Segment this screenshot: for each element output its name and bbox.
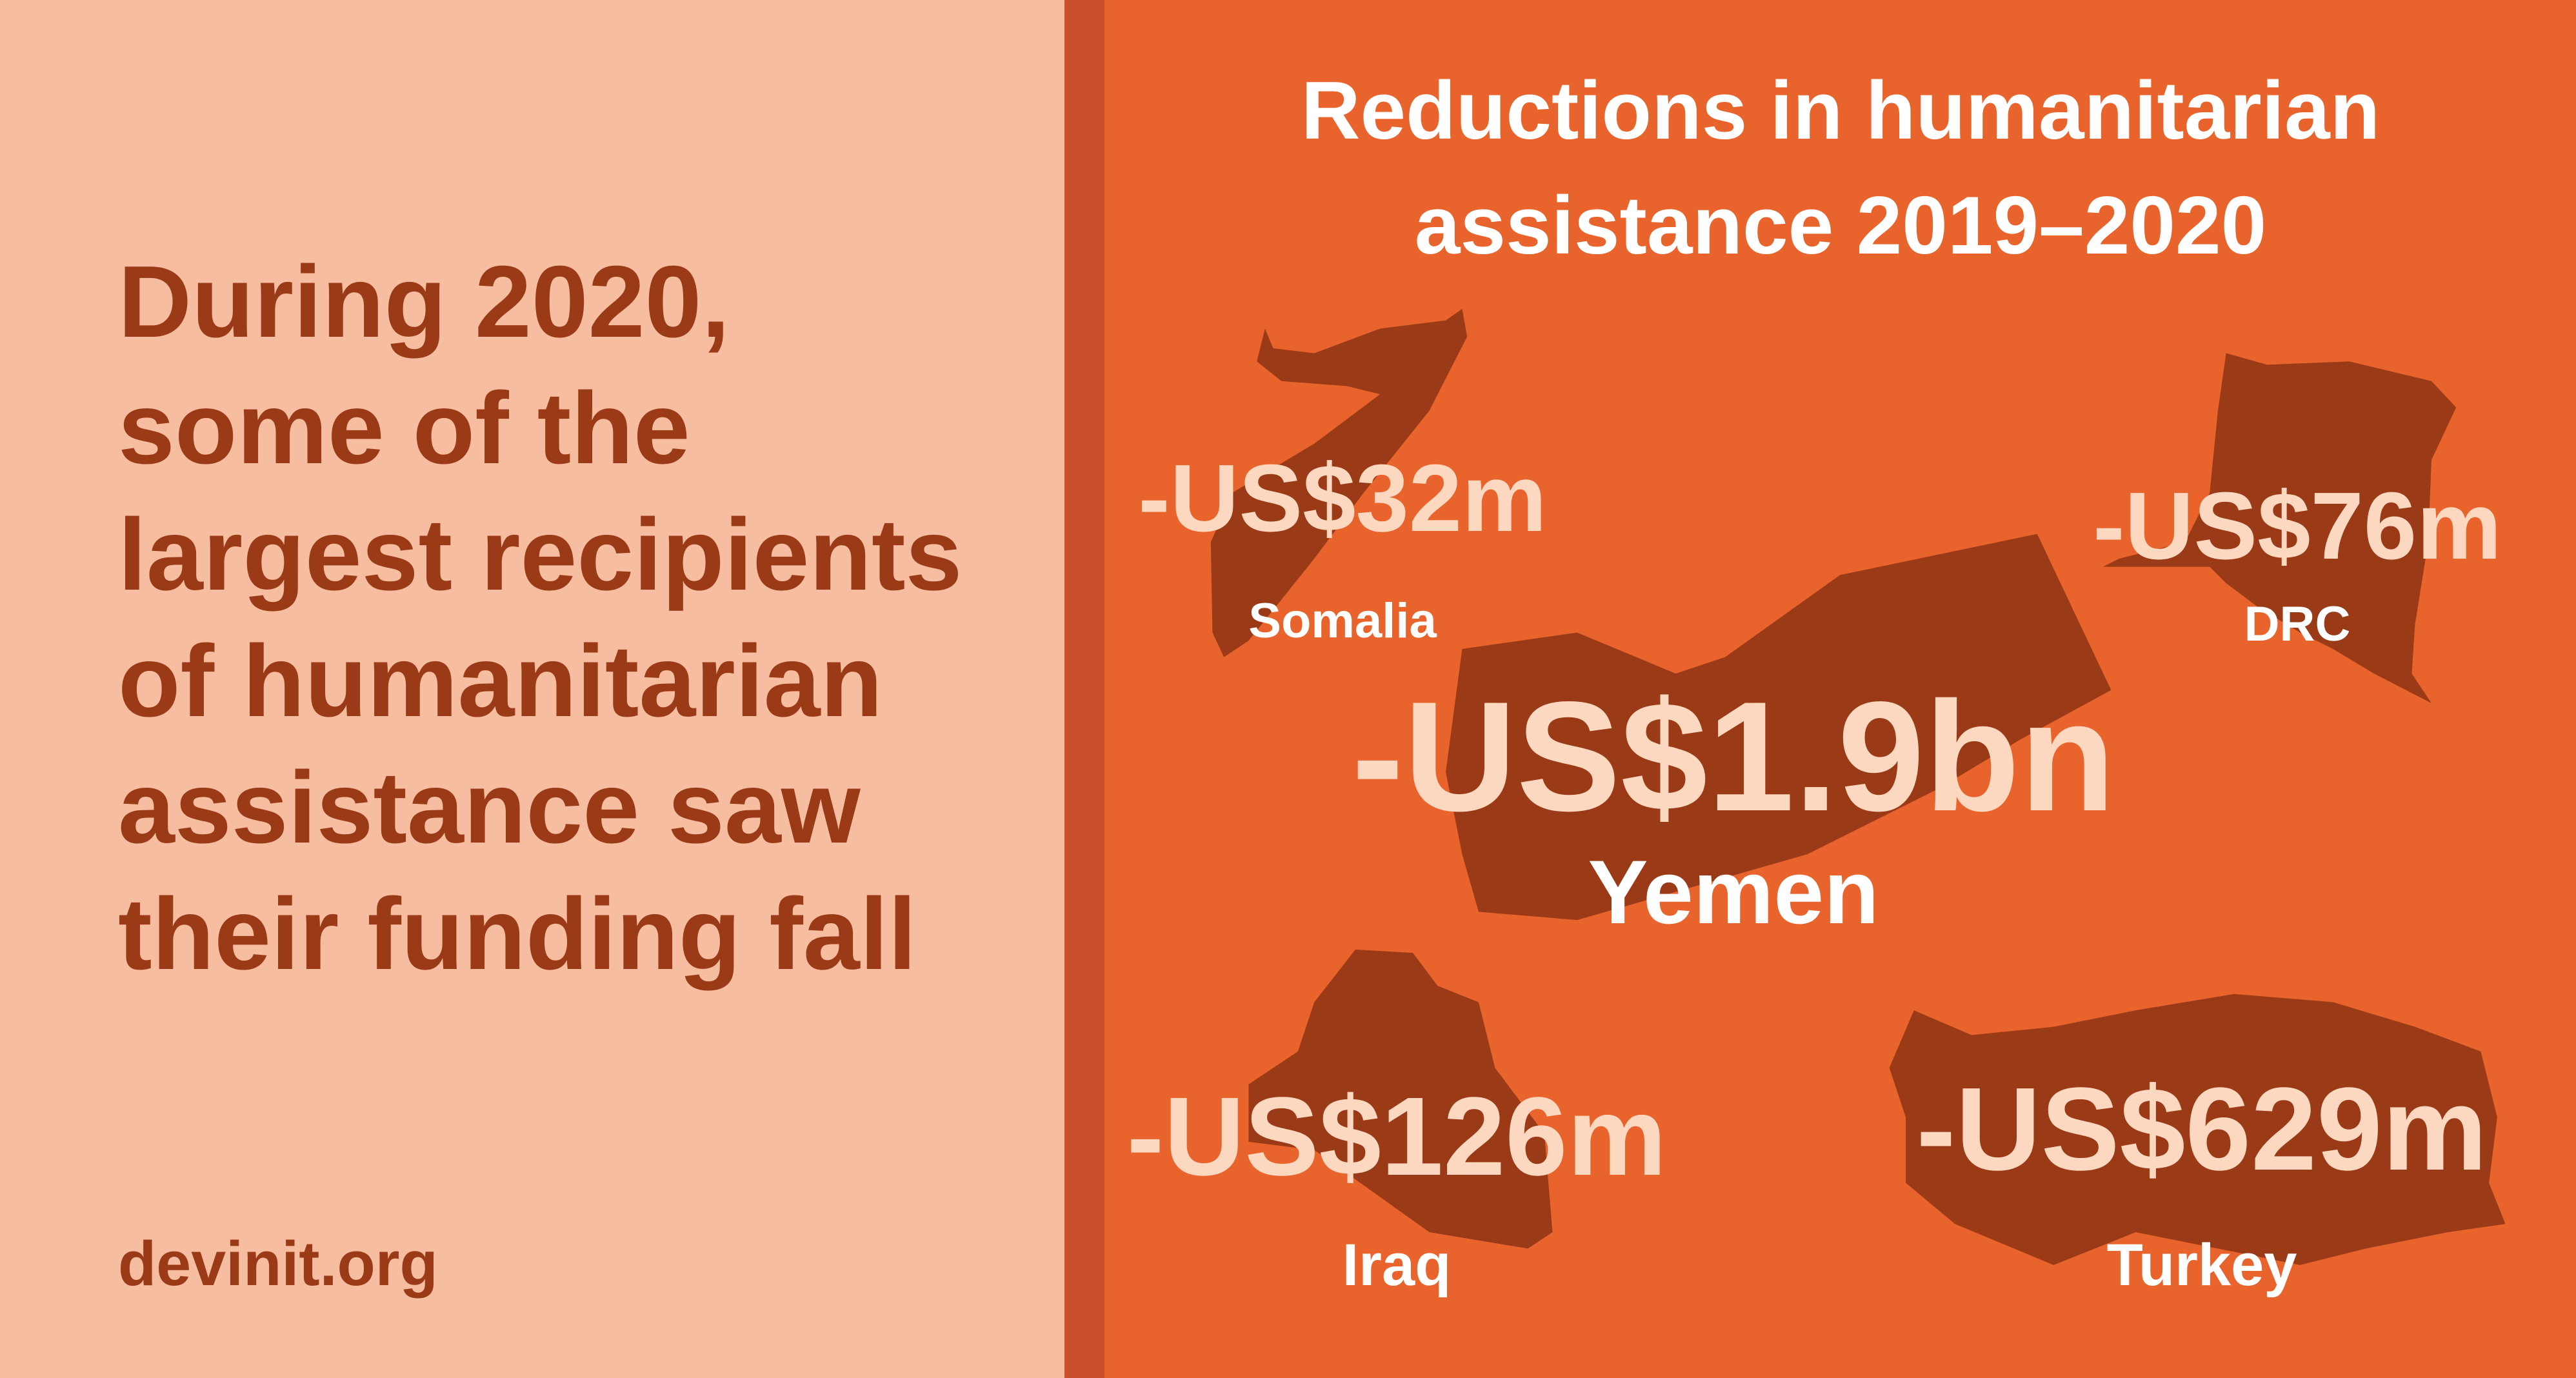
headline-line: assistance saw	[118, 751, 861, 864]
country-value: -US$629m	[1917, 1063, 2488, 1195]
headline-line: some of the	[118, 372, 690, 485]
country-shapes	[1210, 308, 2506, 1265]
country-name: DRC	[2244, 597, 2351, 652]
country-value: -US$126m	[1127, 1073, 1667, 1199]
headline-line: their funding fall	[118, 877, 917, 991]
turkey-shape	[1889, 994, 2506, 1265]
headline-line: During 2020,	[118, 245, 730, 359]
country-value: -US$1.9bn	[1352, 670, 2115, 844]
panel-title-line: assistance 2019–2020	[1415, 179, 2267, 271]
source: devinit.org	[118, 1228, 438, 1299]
left-panel	[0, 0, 1064, 1378]
country-name: Iraq	[1343, 1232, 1452, 1298]
somalia-shape	[1210, 308, 1468, 657]
headline-line: largest recipients	[118, 498, 962, 612]
country-name: Somalia	[1248, 594, 1437, 648]
panel-title-line: Reductions in humanitarian	[1301, 65, 2380, 156]
yemen-shape	[1446, 534, 2112, 921]
country-name: Yemen	[1588, 841, 1879, 943]
headline-line: of humanitarian	[118, 624, 883, 738]
iraq-shape	[1248, 949, 1553, 1249]
country-value: -US$76m	[2093, 473, 2501, 579]
drc-shape	[2102, 353, 2457, 703]
country-name: Turkey	[2107, 1232, 2297, 1298]
country-value: -US$32m	[1138, 445, 1546, 552]
divider-strip	[1064, 0, 1104, 1378]
